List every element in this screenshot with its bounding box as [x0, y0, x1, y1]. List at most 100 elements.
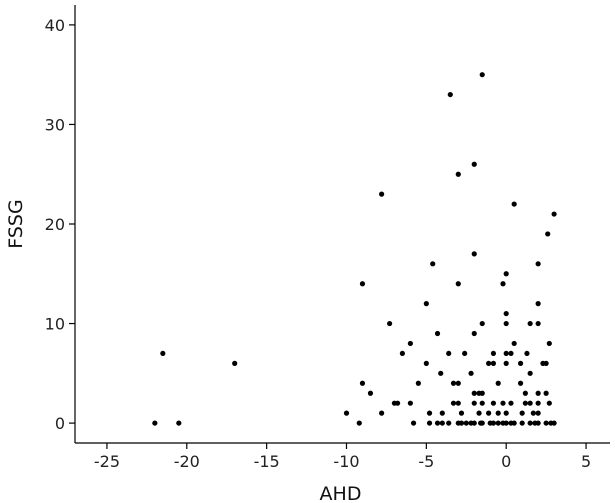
data-point [430, 261, 436, 267]
x-tick-label: 5 [581, 452, 591, 471]
data-point [535, 420, 541, 426]
data-point [522, 390, 528, 396]
data-point [426, 420, 433, 426]
data-point [500, 400, 506, 406]
data-point [394, 400, 401, 406]
data-point [359, 380, 366, 386]
data-point [379, 410, 385, 416]
plot-area [152, 72, 557, 426]
y-tick-label: 30 [45, 115, 65, 134]
x-tick-label: -15 [254, 452, 280, 471]
data-point [522, 400, 528, 406]
data-point [434, 330, 441, 337]
data-point [446, 350, 452, 357]
data-point [503, 350, 509, 357]
data-point [463, 420, 469, 426]
data-point [519, 420, 525, 426]
y-tick-label: 40 [45, 16, 65, 35]
data-point [479, 320, 485, 327]
data-point [546, 340, 552, 347]
data-point [356, 420, 362, 426]
data-point [511, 201, 517, 207]
data-point [486, 360, 492, 366]
data-point [407, 400, 413, 406]
data-point [479, 72, 485, 78]
data-point [490, 350, 497, 357]
data-point [471, 420, 477, 426]
data-point [462, 350, 468, 357]
data-point [535, 400, 541, 406]
data-point [367, 390, 374, 396]
data-point [524, 350, 530, 357]
data-point [458, 420, 465, 426]
data-point [415, 380, 421, 386]
data-point [517, 380, 524, 386]
data-point [551, 211, 557, 217]
data-point [426, 410, 433, 416]
data-point [471, 251, 477, 257]
data-point [503, 360, 509, 366]
data-point [439, 420, 445, 426]
data-point [490, 420, 497, 426]
x-tick-label: -5 [418, 452, 434, 471]
data-point [503, 271, 509, 277]
data-point [423, 360, 429, 366]
data-point [232, 360, 238, 366]
x-tick-label: 0 [501, 452, 511, 471]
data-point [503, 310, 509, 317]
data-point [535, 390, 541, 396]
data-point [450, 380, 457, 386]
data-point [527, 420, 533, 426]
data-point [399, 350, 405, 357]
data-point [160, 350, 166, 357]
data-point [455, 281, 461, 287]
y-axis: 0 10 20 30 40 [45, 5, 76, 443]
data-point [511, 420, 517, 426]
data-point [423, 301, 429, 307]
data-point [176, 420, 182, 426]
data-point [527, 320, 533, 327]
data-point [511, 340, 517, 347]
data-point [535, 410, 541, 416]
x-tick-label: -25 [94, 452, 120, 471]
data-point [490, 360, 497, 366]
data-point [519, 410, 525, 416]
data-point [410, 420, 417, 426]
data-point [535, 320, 541, 327]
y-tick-label: 20 [45, 215, 65, 234]
data-point [503, 320, 509, 327]
data-point [471, 330, 477, 337]
data-point [543, 420, 549, 426]
data-point [508, 400, 514, 406]
data-point [387, 320, 393, 327]
data-point [450, 400, 457, 406]
data-point [495, 420, 501, 426]
data-point [152, 420, 158, 426]
data-point [479, 400, 485, 406]
data-point [517, 360, 524, 366]
data-point [508, 350, 514, 357]
x-axis: -25 -20 -15 -10 -5 0 5 [75, 442, 610, 471]
data-point [407, 340, 413, 347]
data-point [500, 281, 506, 287]
data-point [455, 400, 461, 406]
y-axis-title: FSSG [5, 199, 27, 248]
data-point [545, 231, 551, 237]
data-point [439, 410, 445, 416]
data-point [458, 410, 465, 416]
data-point [551, 420, 557, 426]
data-point [486, 410, 492, 416]
data-point [379, 191, 385, 197]
data-point [359, 281, 366, 287]
data-point [468, 370, 474, 376]
data-point [490, 400, 497, 406]
data-point [471, 400, 477, 406]
data-point [503, 410, 509, 416]
x-tick-label: -10 [333, 452, 359, 471]
data-point [438, 370, 444, 376]
data-point [455, 380, 461, 386]
data-point [495, 410, 501, 416]
data-point [479, 390, 485, 396]
data-point [535, 301, 541, 307]
